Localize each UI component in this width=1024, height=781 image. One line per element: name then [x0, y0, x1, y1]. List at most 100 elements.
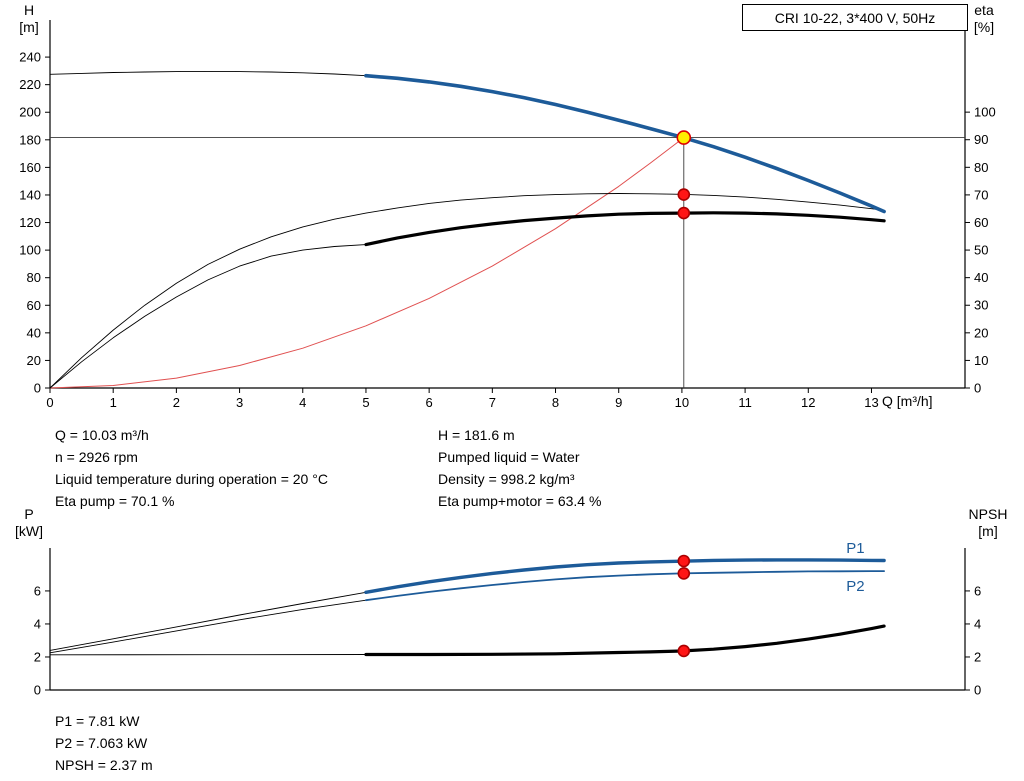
- svg-text:100: 100: [19, 243, 41, 258]
- power-npsh-chart: 0 2 4 6 0 2 4 6 P2 P1: [34, 540, 981, 698]
- svg-text:0: 0: [974, 381, 981, 396]
- svg-text:13: 13: [864, 395, 878, 410]
- svg-text:90: 90: [974, 132, 988, 147]
- pump-title-text: CRI 10-22, 3*400 V, 50Hz: [774, 9, 936, 26]
- info-line-npsh: NPSH = 2.37 m: [55, 757, 153, 773]
- svg-text:20: 20: [974, 325, 988, 340]
- npsh-axis-unit: [m]: [978, 523, 998, 539]
- series-npsh-published: [364, 624, 886, 657]
- svg-text:4: 4: [299, 395, 306, 410]
- svg-text:9: 9: [615, 395, 622, 410]
- info-line-liquid: Pumped liquid = Water: [438, 449, 580, 465]
- tick-labels: 0204060801001201401601802002202400102030…: [19, 50, 995, 410]
- svg-text:11: 11: [738, 395, 752, 410]
- svg-text:2: 2: [173, 395, 180, 410]
- info-line-eta-pump-motor: Eta pump+motor = 63.4 %: [438, 493, 602, 509]
- eta-pump-point-marker: [677, 188, 691, 201]
- svg-text:60: 60: [27, 298, 41, 313]
- svg-text:30: 30: [974, 298, 988, 313]
- svg-text:160: 160: [19, 160, 41, 175]
- svg-text:6: 6: [34, 583, 41, 598]
- series-p1-published: [364, 558, 886, 595]
- series-eta-pump: [49, 193, 885, 389]
- svg-text:3: 3: [236, 395, 243, 410]
- h-axis-symbol: H: [23, 2, 35, 18]
- info-line-p1: P1 = 7.81 kW: [55, 713, 140, 729]
- svg-text:4: 4: [34, 616, 41, 631]
- svg-text:0: 0: [974, 683, 981, 698]
- series-eta-pump-motor-extension: [49, 244, 367, 389]
- svg-text:70: 70: [974, 187, 988, 202]
- series-head-extension: [49, 70, 367, 77]
- svg-text:80: 80: [974, 160, 988, 175]
- svg-text:180: 180: [19, 132, 41, 147]
- series-head-published: [364, 73, 886, 214]
- p-axis-symbol: P: [24, 506, 34, 522]
- series-p1-extension: [49, 591, 367, 651]
- svg-text:220: 220: [19, 77, 41, 92]
- duty-reference-lines: [50, 137, 965, 388]
- svg-text:5: 5: [362, 395, 369, 410]
- svg-text:0: 0: [34, 381, 41, 396]
- qh-eta-chart: 0204060801001201401601802002202400102030…: [19, 20, 996, 410]
- svg-text:8: 8: [552, 395, 559, 410]
- svg-text:40: 40: [974, 270, 988, 285]
- svg-text:50: 50: [974, 243, 988, 258]
- h-axis-unit: [m]: [19, 19, 39, 35]
- svg-text:2: 2: [34, 649, 41, 664]
- h-axis-label: H [m]: [6, 2, 52, 36]
- info-line-q: Q = 10.03 m³/h: [55, 427, 149, 443]
- svg-text:1: 1: [110, 395, 117, 410]
- svg-text:6: 6: [974, 583, 981, 598]
- series-system-curve: [49, 137, 685, 389]
- svg-text:100: 100: [974, 105, 996, 120]
- info-line-p2: P2 = 7.063 kW: [55, 735, 148, 751]
- series-p2-extension: [49, 599, 367, 654]
- svg-text:0: 0: [34, 683, 41, 698]
- axes: [45, 20, 970, 393]
- svg-text:10: 10: [974, 353, 988, 368]
- eta-axis-label: eta [%]: [958, 2, 1010, 36]
- svg-text:6: 6: [426, 395, 433, 410]
- info-column-left: Q = 10.03 m³/h n = 2926 rpm Liquid tempe…: [55, 424, 328, 512]
- series-p2-published: [365, 570, 885, 602]
- p-axis-label: P [kW]: [6, 506, 52, 540]
- axes: [45, 548, 970, 691]
- npsh-axis-symbol: NPSH: [968, 506, 1008, 522]
- q-axis-label: Q [m³/h]: [882, 393, 933, 409]
- tick-labels: 0 2 4 6 0 2 4 6: [34, 583, 981, 697]
- info-line-head: H = 181.6 m: [438, 427, 515, 443]
- eta-pump-motor-point-marker: [677, 206, 691, 220]
- p-axis-unit: [kW]: [15, 523, 43, 539]
- info-column-bottom: P1 = 7.81 kW P2 = 7.063 kW NPSH = 2.37 m: [55, 710, 153, 776]
- npsh-point-marker: [677, 644, 691, 658]
- svg-text:200: 200: [19, 105, 41, 120]
- pump-title-box: CRI 10-22, 3*400 V, 50Hz: [742, 4, 968, 31]
- svg-text:7: 7: [489, 395, 496, 410]
- svg-text:120: 120: [19, 215, 41, 230]
- series-label-p2-published: P2: [846, 578, 864, 595]
- info-line-density: Density = 998.2 kg/m³: [438, 471, 575, 487]
- svg-text:12: 12: [801, 395, 815, 410]
- duty-point-marker[interactable]: [676, 130, 692, 145]
- info-column-right: H = 181.6 m Pumped liquid = Water Densit…: [438, 424, 601, 512]
- p1-point-marker: [677, 554, 691, 568]
- svg-text:60: 60: [974, 215, 988, 230]
- eta-axis-unit: [%]: [973, 19, 995, 35]
- svg-text:20: 20: [27, 353, 41, 368]
- svg-text:140: 140: [19, 187, 41, 202]
- svg-text:240: 240: [19, 50, 41, 65]
- svg-text:0: 0: [46, 395, 53, 410]
- eta-axis-symbol: eta: [974, 2, 994, 18]
- svg-text:80: 80: [27, 270, 41, 285]
- series-label-p1-published: P1: [846, 540, 864, 557]
- info-line-eta-pump: Eta pump = 70.1 %: [55, 493, 175, 509]
- series-eta-pump-motor-published: [364, 211, 886, 247]
- p2-point-marker: [677, 567, 691, 580]
- svg-text:10: 10: [675, 395, 689, 410]
- info-line-speed: n = 2926 rpm: [55, 449, 138, 465]
- svg-text:2: 2: [974, 649, 981, 664]
- svg-text:40: 40: [27, 325, 41, 340]
- info-line-temperature: Liquid temperature during operation = 20…: [55, 471, 328, 487]
